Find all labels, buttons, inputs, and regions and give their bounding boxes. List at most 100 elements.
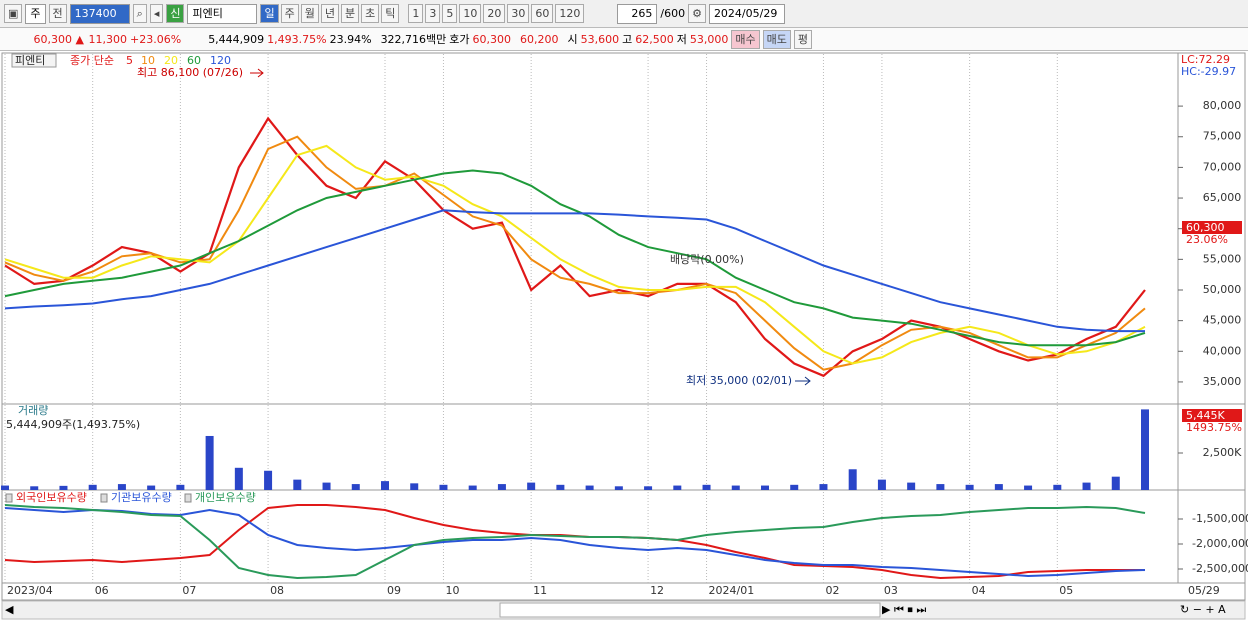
- toolbar-button[interactable]: 30: [507, 4, 530, 23]
- volume-bar: [59, 485, 68, 490]
- volume-bar: [497, 484, 506, 490]
- bid: 60,200: [520, 32, 559, 46]
- volume-bar: [761, 485, 769, 490]
- badge: 신: [166, 4, 185, 23]
- price-box: [1182, 221, 1242, 234]
- toolbar-button[interactable]: 일: [260, 4, 279, 23]
- volume-rate: 1,493.75%: [267, 32, 327, 46]
- volume-bar: [1024, 485, 1033, 490]
- volume-bar: [322, 482, 331, 490]
- toolbar-button[interactable]: 3: [425, 4, 441, 23]
- count-input[interactable]: 265: [617, 3, 658, 24]
- ask: 60,300: [472, 32, 512, 46]
- volume-bar: [614, 486, 623, 490]
- code-input[interactable]: 137400: [69, 3, 130, 24]
- zoom-controls[interactable]: ↻ − + A: [1180, 603, 1226, 616]
- legend-entry: 20: [164, 54, 178, 67]
- intervals: 1 3 5 10 20 30 60 120: [408, 4, 585, 23]
- toolbar-button[interactable]: 10: [459, 4, 482, 23]
- volume-bar: [293, 479, 302, 490]
- volume-bar: [994, 484, 1003, 490]
- sound[interactable]: ◂: [149, 4, 164, 23]
- scroll-left[interactable]: ◀: [5, 603, 14, 616]
- x-tick-label: 11: [533, 584, 547, 597]
- volume-bar: [644, 486, 653, 490]
- icon[interactable]: ▣: [4, 4, 23, 23]
- toolbar-button[interactable]: 틱: [381, 4, 400, 23]
- toolbar-button[interactable]: 주: [280, 4, 299, 23]
- y-tick-label: 65,000: [1203, 191, 1242, 204]
- panel-subtitle: 5,444,909주(1,493.75%): [6, 418, 140, 431]
- y-tick-label: 50,000: [1203, 283, 1242, 296]
- x-tick-label: 2024/01: [709, 584, 755, 597]
- arrow: [795, 376, 811, 386]
- panel-title: 피엔티: [15, 54, 45, 67]
- y-tick-label: 70,000: [1203, 160, 1242, 173]
- toolbar-button[interactable]: 초: [361, 4, 380, 23]
- prev-button[interactable]: 전: [48, 4, 67, 23]
- toolbar-button[interactable]: 월: [300, 4, 319, 23]
- x-tick-label: 2023/04: [7, 584, 53, 597]
- toolbar-button[interactable]: 60: [531, 4, 554, 23]
- volume-bar: [907, 482, 916, 490]
- scroll-thumb[interactable]: [499, 602, 881, 618]
- annotation: HC:-29.97: [1181, 65, 1236, 78]
- y-tick-label: 80,000: [1203, 99, 1242, 112]
- annotation: 배당락(0.00%): [670, 253, 744, 266]
- annotation: LC:72.29: [1181, 53, 1230, 66]
- x-tick-label: 03: [884, 584, 898, 597]
- toolbar-button[interactable]: 년: [320, 4, 339, 23]
- chart: ◀ ▶ ⏮ ⏹ ⏭ ↻ − + A 2023/04 06 07 08 09 10 11 12 2…: [1, 52, 1248, 620]
- x-tick-label: 06: [95, 584, 109, 597]
- quote-bar: 60,300 ▲ 11,300 +23.06% 5,444,909 1,493.…: [0, 28, 1248, 51]
- volume-bar: [439, 484, 448, 490]
- annotation: 23.06%: [1186, 233, 1228, 246]
- legend-prefix: 종가 단순: [70, 54, 114, 67]
- x-tick-label: 08: [270, 584, 284, 597]
- volume-bar: [205, 435, 214, 490]
- rate: +23.06%: [130, 32, 182, 46]
- toolbar-button[interactable]: 1: [408, 4, 424, 23]
- change: 11,300: [88, 32, 128, 46]
- annotation: 5,445K: [1186, 409, 1225, 422]
- volume-bar: [790, 484, 799, 490]
- x-end-label: 05/29: [1188, 584, 1220, 597]
- price: 60,300 ▲: [33, 32, 84, 46]
- volume-bar: [381, 481, 389, 490]
- amount: 322,716백만: [380, 33, 447, 46]
- legend-entry: 120: [210, 54, 231, 67]
- legend-entry: 5: [126, 54, 133, 67]
- stock-name: 피엔티: [187, 3, 258, 24]
- search[interactable]: ⌕: [132, 4, 147, 23]
- x-tick-label: 10: [445, 584, 459, 597]
- volume-bar: [877, 479, 886, 490]
- avg-button[interactable]: 평: [793, 29, 813, 49]
- toolbar-button[interactable]: 120: [555, 4, 585, 23]
- market-select[interactable]: 주: [25, 3, 46, 24]
- toolbar-button[interactable]: 20: [483, 4, 506, 23]
- buy-button[interactable]: 매수: [731, 29, 760, 49]
- sell-button[interactable]: 매도: [762, 29, 791, 49]
- volume-bar: [410, 483, 419, 490]
- x-tick-label: 02: [825, 584, 839, 597]
- volume-bar: [1082, 482, 1091, 490]
- volume-bar: [848, 469, 857, 490]
- toolbar-button[interactable]: 분: [340, 4, 360, 23]
- scroll-controls[interactable]: ▶ ⏮ ⏹ ⏭: [882, 603, 926, 616]
- y-tick-label: 2,500K: [1203, 446, 1242, 459]
- volume-bar: [351, 484, 360, 490]
- annotation: 최저 35,000 (02/01): [686, 374, 792, 387]
- toolbar-button[interactable]: 5: [442, 4, 458, 23]
- volume-bar: [1053, 484, 1062, 490]
- label: 호가: [449, 33, 470, 46]
- legend-entry: 60: [187, 54, 201, 67]
- date-input[interactable]: 2024/05/29: [708, 3, 785, 24]
- volume-bar: [702, 484, 711, 490]
- tool[interactable]: ⚙: [688, 4, 706, 23]
- volume-bar: [936, 484, 945, 490]
- volume-bar: [30, 486, 39, 490]
- legend-entry: 10: [141, 54, 155, 67]
